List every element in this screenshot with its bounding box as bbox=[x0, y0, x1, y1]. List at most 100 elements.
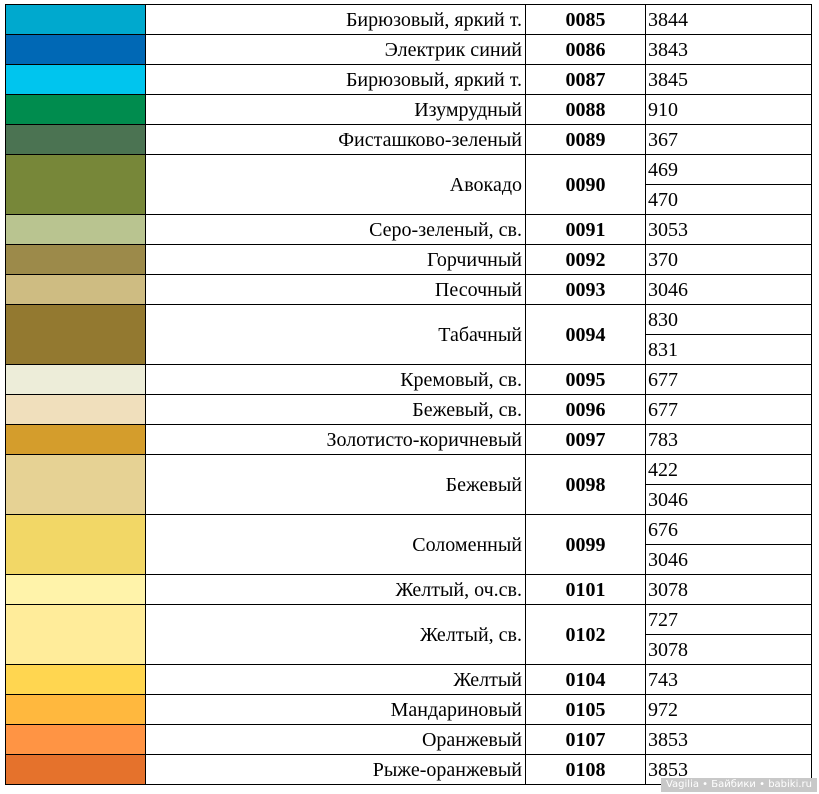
color-name: Оранжевый bbox=[145, 724, 526, 755]
table-row: Оранжевый 0107 3853 bbox=[5, 724, 812, 755]
color-code: 0096 bbox=[525, 394, 646, 425]
color-swatch bbox=[5, 394, 146, 425]
table-row: Бирюзовый, яркий т. 0085 3844 bbox=[5, 4, 812, 35]
color-name: Рыже-оранжевый bbox=[145, 754, 526, 785]
dmc-number: 910 bbox=[645, 94, 812, 125]
color-code: 0105 bbox=[525, 694, 646, 725]
table-row: Фисташково-зеленый 0089 367 bbox=[5, 124, 812, 155]
color-code: 0090 bbox=[525, 154, 646, 215]
color-swatch bbox=[5, 364, 146, 395]
site-watermark: Vagilia • Байбики • babiki.ru bbox=[660, 778, 817, 792]
table-row: Бежевый, св. 0096 677 bbox=[5, 394, 812, 425]
table-row-continuation: 3046 bbox=[6, 544, 812, 575]
dmc-number: 3078 bbox=[645, 634, 812, 665]
color-code: 0099 bbox=[525, 514, 646, 575]
table-row: Желтый, оч.св. 0101 3078 bbox=[5, 574, 812, 605]
color-name: Авокадо bbox=[145, 154, 526, 215]
color-name: Горчичный bbox=[145, 244, 526, 275]
color-name: Желтый, оч.св. bbox=[145, 574, 526, 605]
color-swatch bbox=[5, 154, 146, 215]
dmc-number: 370 bbox=[645, 244, 812, 275]
dmc-number: 3046 bbox=[645, 484, 812, 515]
color-name: Фисташково-зеленый bbox=[145, 124, 526, 155]
dmc-number: 3078 bbox=[645, 574, 812, 605]
color-code: 0101 bbox=[525, 574, 646, 605]
color-swatch bbox=[5, 64, 146, 95]
color-swatch bbox=[5, 424, 146, 455]
color-swatch bbox=[5, 94, 146, 125]
color-code: 0085 bbox=[525, 4, 646, 35]
dmc-number: 3053 bbox=[645, 214, 812, 245]
color-code: 0092 bbox=[525, 244, 646, 275]
dmc-number: 3046 bbox=[645, 544, 812, 575]
color-swatch bbox=[5, 694, 146, 725]
dmc-number: 367 bbox=[645, 124, 812, 155]
color-swatch bbox=[5, 244, 146, 275]
table-row: Желтый, св. 0102 727 bbox=[5, 604, 812, 665]
dmc-number: 831 bbox=[645, 334, 812, 365]
color-swatch bbox=[5, 124, 146, 155]
color-swatch bbox=[5, 604, 146, 665]
color-code: 0095 bbox=[525, 364, 646, 395]
color-code: 0108 bbox=[525, 754, 646, 785]
color-swatch bbox=[5, 754, 146, 785]
color-code: 0088 bbox=[525, 94, 646, 125]
color-code: 0102 bbox=[525, 604, 646, 665]
color-code: 0098 bbox=[525, 454, 646, 515]
color-name: Песочный bbox=[145, 274, 526, 305]
color-name: Электрик синий bbox=[145, 34, 526, 65]
color-name: Мандариновый bbox=[145, 694, 526, 725]
table-row: Мандариновый 0105 972 bbox=[5, 694, 812, 725]
color-swatch bbox=[5, 214, 146, 245]
dmc-number: 783 bbox=[645, 424, 812, 455]
table-row: Соломенный 0099 676 bbox=[5, 514, 812, 575]
color-swatch bbox=[5, 4, 146, 35]
table-row: Бирюзовый, яркий т. 0087 3845 bbox=[5, 64, 812, 95]
color-name: Желтый bbox=[145, 664, 526, 695]
dmc-number: 727 bbox=[645, 604, 812, 635]
color-code: 0091 bbox=[525, 214, 646, 245]
table-row-continuation: 3078 bbox=[6, 634, 812, 665]
color-swatch bbox=[5, 454, 146, 515]
color-swatch bbox=[5, 274, 146, 305]
color-name: Бежевый, св. bbox=[145, 394, 526, 425]
dmc-number: 972 bbox=[645, 694, 812, 725]
dmc-number: 3844 bbox=[645, 4, 812, 35]
color-code: 0104 bbox=[525, 664, 646, 695]
table-row: Изумрудный 0088 910 bbox=[5, 94, 812, 125]
table-row: Желтый 0104 743 bbox=[5, 664, 812, 695]
table-body: Бирюзовый, яркий т. 0085 3844 Электрик сини… bbox=[5, 4, 812, 785]
table-row: Кремовый, св. 0095 677 bbox=[5, 364, 812, 395]
dmc-number: 743 bbox=[645, 664, 812, 695]
dmc-number: 830 bbox=[645, 304, 812, 335]
dmc-number: 677 bbox=[645, 394, 812, 425]
table-row: Горчичный 0092 370 bbox=[5, 244, 812, 275]
color-code: 0089 bbox=[525, 124, 646, 155]
color-name: Табачный bbox=[145, 304, 526, 365]
color-swatch bbox=[5, 304, 146, 365]
dmc-number: 677 bbox=[645, 364, 812, 395]
color-code: 0093 bbox=[525, 274, 646, 305]
color-code: 0094 bbox=[525, 304, 646, 365]
dmc-number: 676 bbox=[645, 514, 812, 545]
color-swatch bbox=[5, 724, 146, 755]
table-row: Авокадо 0090 469 bbox=[5, 154, 812, 215]
color-name: Бирюзовый, яркий т. bbox=[145, 4, 526, 35]
color-code: 0097 bbox=[525, 424, 646, 455]
table-row: Бежевый 0098 422 bbox=[5, 454, 812, 515]
table-row: Золотисто-коричневый 0097 783 bbox=[5, 424, 812, 455]
dmc-number: 469 bbox=[645, 154, 812, 185]
dmc-number: 3046 bbox=[645, 274, 812, 305]
table-row: Рыже-оранжевый 0108 3853 bbox=[5, 754, 812, 785]
color-name: Серо-зеленый, св. bbox=[145, 214, 526, 245]
table-row: Электрик синий 0086 3843 bbox=[5, 34, 812, 65]
table-row-continuation: 470 bbox=[6, 184, 812, 215]
thread-color-table: Бирюзовый, яркий т. 0085 3844 Электрик сини… bbox=[5, 4, 812, 785]
color-name: Соломенный bbox=[145, 514, 526, 575]
dmc-number: 422 bbox=[645, 454, 812, 485]
color-name: Изумрудный bbox=[145, 94, 526, 125]
color-name: Бирюзовый, яркий т. bbox=[145, 64, 526, 95]
table-row: Песочный 0093 3046 bbox=[5, 274, 812, 305]
dmc-number: 3843 bbox=[645, 34, 812, 65]
color-code: 0107 bbox=[525, 724, 646, 755]
